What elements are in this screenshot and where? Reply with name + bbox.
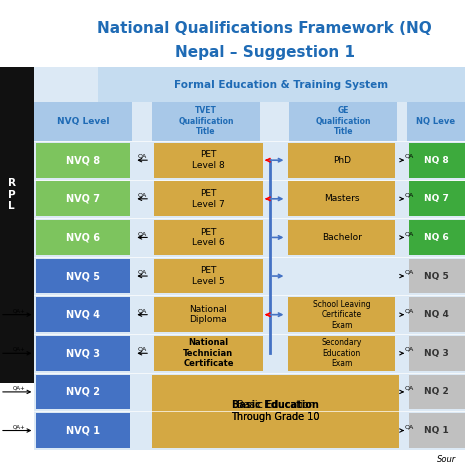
Text: NQ 5: NQ 5: [424, 272, 448, 281]
Text: NQ Leve: NQ Leve: [416, 117, 455, 126]
Bar: [152, 374, 399, 448]
Text: Secondary
Education
Exam: Secondary Education Exam: [322, 338, 362, 368]
Text: QA: QA: [137, 231, 147, 236]
Bar: [154, 336, 263, 371]
Bar: [409, 297, 465, 332]
Text: NQ 4: NQ 4: [424, 310, 448, 319]
Bar: [288, 297, 395, 332]
Text: TVET
Qualification
Title: TVET Qualification Title: [178, 106, 234, 136]
Bar: [36, 374, 130, 409]
Text: QA+: QA+: [13, 424, 26, 429]
Bar: [409, 143, 465, 178]
Bar: [154, 220, 263, 255]
Text: NQ 8: NQ 8: [424, 155, 448, 164]
Bar: [36, 413, 130, 448]
Bar: [154, 182, 263, 216]
Bar: [34, 67, 465, 450]
Text: Nepal – Suggestion 1: Nepal – Suggestion 1: [175, 45, 355, 60]
Text: NQ 3: NQ 3: [424, 349, 448, 358]
Bar: [288, 143, 395, 178]
Text: NVQ 3: NVQ 3: [66, 348, 100, 358]
Text: QA: QA: [404, 308, 414, 313]
Text: Formal Education & Training System: Formal Education & Training System: [174, 80, 389, 90]
Bar: [409, 220, 465, 255]
Text: QA+: QA+: [13, 347, 26, 352]
Text: National
Diploma: National Diploma: [190, 305, 228, 324]
Bar: [407, 101, 465, 141]
Text: PET
Level 6: PET Level 6: [192, 228, 225, 247]
Text: PET
Level 7: PET Level 7: [192, 189, 225, 209]
Text: Bachelor: Bachelor: [322, 233, 362, 242]
Text: QA: QA: [137, 347, 147, 352]
Text: Basic Education
Through Grade 10: Basic Education Through Grade 10: [231, 401, 320, 422]
Text: QA: QA: [137, 308, 147, 313]
Text: QA: QA: [137, 192, 147, 197]
Text: NVQ 4: NVQ 4: [66, 310, 100, 319]
Text: QA: QA: [137, 270, 147, 274]
Text: NVQ 6: NVQ 6: [66, 232, 100, 242]
Bar: [18, 67, 34, 383]
Text: NVQ 7: NVQ 7: [66, 194, 100, 204]
Bar: [409, 413, 465, 448]
Bar: [288, 182, 395, 216]
Bar: [36, 259, 130, 293]
Text: Masters: Masters: [324, 194, 360, 203]
Bar: [36, 336, 130, 371]
Bar: [289, 101, 397, 141]
Bar: [36, 143, 130, 178]
Text: QA: QA: [404, 270, 414, 274]
Text: QA: QA: [404, 385, 414, 391]
Text: QA: QA: [137, 154, 147, 159]
Text: Through Grade 10: Through Grade 10: [231, 412, 320, 422]
Text: Basic Education: Basic Education: [232, 401, 319, 410]
Text: QA: QA: [404, 424, 414, 429]
Bar: [154, 143, 263, 178]
Text: NVQ 2: NVQ 2: [66, 387, 100, 397]
Text: NVQ 8: NVQ 8: [66, 155, 100, 165]
Text: QA: QA: [404, 347, 414, 352]
Text: NQ 1: NQ 1: [424, 426, 448, 435]
Bar: [154, 297, 263, 332]
Text: QA: QA: [404, 192, 414, 197]
Bar: [409, 336, 465, 371]
Bar: [34, 101, 132, 141]
Bar: [288, 336, 395, 371]
Text: NQ 7: NQ 7: [424, 194, 448, 203]
Text: QA+: QA+: [13, 385, 26, 391]
Text: Sour: Sour: [437, 455, 456, 464]
Bar: [154, 259, 263, 293]
Text: NVQ 1: NVQ 1: [66, 426, 100, 436]
Text: PET
Level 8: PET Level 8: [192, 150, 225, 170]
Bar: [36, 297, 130, 332]
Bar: [409, 374, 465, 409]
Text: NVQ 5: NVQ 5: [66, 271, 100, 281]
Text: NQ 2: NQ 2: [424, 387, 448, 396]
Bar: [98, 67, 465, 101]
Bar: [36, 220, 130, 255]
Text: PET
Level 5: PET Level 5: [192, 266, 225, 286]
Bar: [409, 182, 465, 216]
Text: QA: QA: [404, 231, 414, 236]
Text: R
P
L: R P L: [8, 178, 16, 211]
Text: NQ 6: NQ 6: [424, 233, 448, 242]
Text: National Qualifications Framework (NQ: National Qualifications Framework (NQ: [98, 20, 432, 36]
Text: PhD: PhD: [333, 155, 351, 164]
Text: National
Technician
Certificate: National Technician Certificate: [183, 338, 234, 368]
Bar: [36, 182, 130, 216]
Bar: [152, 101, 260, 141]
Text: School Leaving
Certificate
Exam: School Leaving Certificate Exam: [313, 300, 371, 329]
Bar: [409, 259, 465, 293]
Text: GE
Qualification
Title: GE Qualification Title: [316, 106, 371, 136]
Bar: [0, 67, 34, 383]
Text: QA: QA: [404, 154, 414, 159]
Text: QA+: QA+: [13, 308, 26, 313]
Text: NVQ Level: NVQ Level: [57, 117, 109, 126]
Bar: [288, 220, 395, 255]
